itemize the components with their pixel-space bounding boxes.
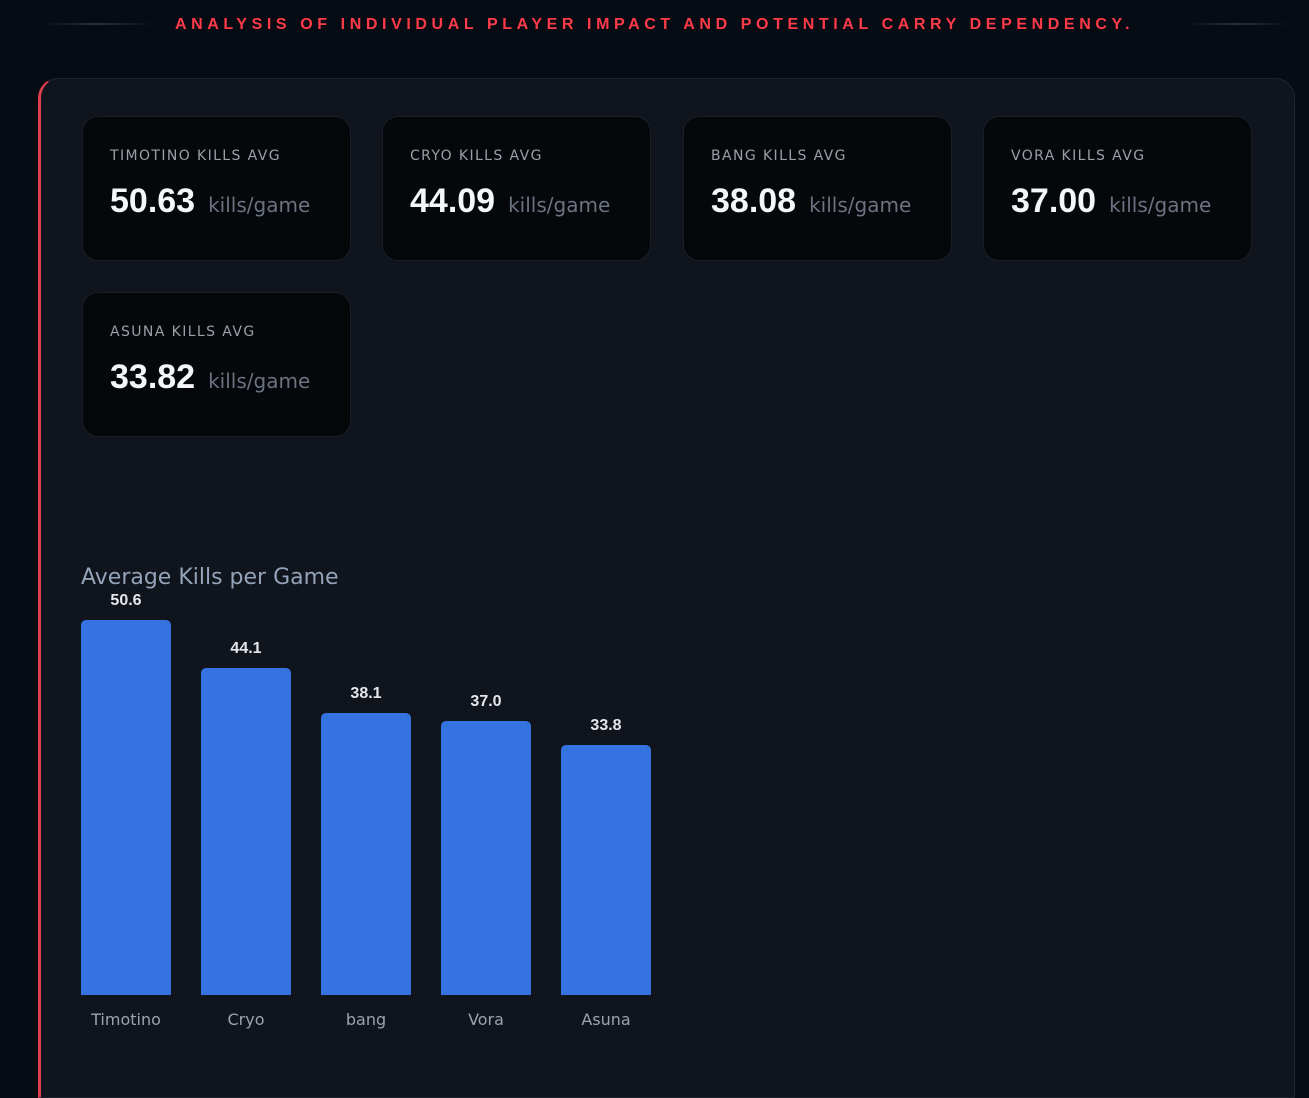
stat-card-cryo: CRYO KILLS AVG 44.09 kills/game	[382, 116, 651, 261]
stat-value: 44.09	[410, 182, 496, 220]
stat-label: BANG KILLS AVG	[711, 148, 847, 164]
bar-value-label: 38.1	[350, 684, 382, 702]
page-subtitle: ANALYSIS OF INDIVIDUAL PLAYER IMPACT AND…	[174, 16, 1135, 33]
bar-cryo	[201, 668, 291, 995]
x-tick-label: bang	[345, 1010, 387, 1029]
stat-unit: kills/game	[809, 193, 912, 217]
stat-card-vora: VORA KILLS AVG 37.00 kills/game	[983, 116, 1252, 261]
header-divider-right	[1185, 23, 1290, 25]
bar-value-label: 44.1	[230, 640, 262, 658]
header-divider-left	[40, 23, 155, 25]
stat-unit: kills/game	[1109, 193, 1212, 217]
bar-asuna	[561, 744, 651, 995]
x-tick-label: Cryo	[227, 1010, 265, 1029]
stat-label: CRYO KILLS AVG	[410, 148, 543, 164]
stat-value: 38.08	[711, 182, 797, 220]
stat-card-asuna: ASUNA KILLS AVG 33.82 kills/game	[82, 292, 351, 437]
stat-label: ASUNA KILLS AVG	[110, 324, 256, 340]
bar-value-label: 33.8	[590, 716, 622, 734]
stat-value: 50.63	[110, 182, 196, 220]
stat-label: TIMOTINO KILLS AVG	[110, 148, 281, 164]
x-tick-label: Vora	[468, 1010, 504, 1029]
stat-card-timotino: TIMOTINO KILLS AVG 50.63 kills/game	[82, 116, 351, 261]
bar-bang	[321, 712, 411, 995]
header: ANALYSIS OF INDIVIDUAL PLAYER IMPACT AND…	[0, 14, 1309, 34]
x-tick-label: Asuna	[581, 1010, 631, 1029]
bar-timotino	[81, 620, 171, 995]
stat-card-bang: BANG KILLS AVG 38.08 kills/game	[683, 116, 952, 261]
stat-label: VORA KILLS AVG	[1011, 148, 1146, 164]
stat-unit: kills/game	[208, 369, 311, 393]
bar-vora	[441, 720, 531, 995]
stat-value: 37.00	[1011, 182, 1097, 220]
chart-title: Average Kills per Game	[81, 565, 339, 590]
stat-unit: kills/game	[208, 193, 311, 217]
stat-value: 33.82	[110, 358, 196, 396]
stat-unit: kills/game	[508, 193, 611, 217]
bar-value-label: 50.6	[110, 592, 142, 609]
bar-value-label: 37.0	[470, 692, 502, 710]
x-tick-label: Timotino	[91, 1010, 161, 1029]
